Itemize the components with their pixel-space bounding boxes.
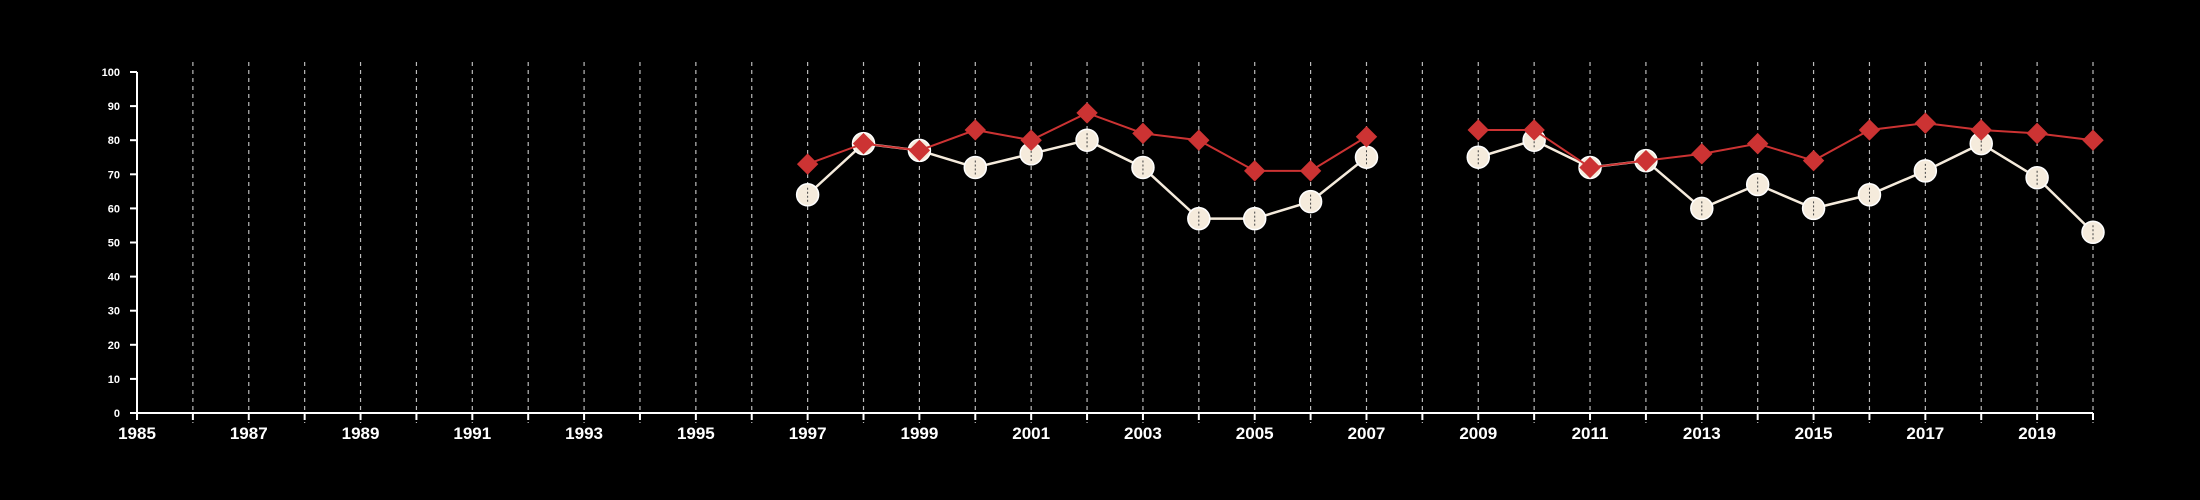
x-tick-label-2019: 2019 — [2018, 424, 2056, 443]
point-diamond-2014 — [1746, 132, 1769, 155]
point-circle-marker-2019 — [2025, 165, 2049, 190]
point-circle-2019 — [2025, 165, 2049, 190]
point-diamond-2003 — [1132, 122, 1154, 145]
point-diamond-2017 — [1914, 112, 1937, 134]
point-diamond-2011 — [1579, 156, 1601, 179]
point-diamond-2010 — [1523, 119, 1545, 141]
y-tick-label-30: 30 — [108, 306, 120, 318]
point-circle-2004 — [1187, 206, 1211, 231]
point-diamond-2018 — [1970, 119, 1992, 141]
point-diamond-1997 — [796, 153, 819, 175]
point-diamond-2009 — [1467, 119, 1489, 141]
point-diamond-1999 — [908, 139, 931, 162]
axes: 1985 1987 1989 1991 1993 1995 1997 1999 2001 2003… — [102, 67, 2094, 443]
x-tick-label-1995: 1995 — [677, 424, 715, 443]
y-tick-label-70: 70 — [108, 169, 120, 181]
y-tick-label-10: 10 — [108, 374, 120, 386]
point-diamond-2006 — [1299, 160, 1322, 182]
point-circle-marker-2007 — [1354, 145, 1379, 169]
gridlines — [192, 62, 2094, 423]
y-tick-label-90: 90 — [108, 101, 120, 113]
point-diamond-2002 — [1076, 102, 1098, 124]
x-tick-label-2007: 2007 — [1348, 424, 1386, 443]
series — [795, 102, 2105, 245]
x-tick-label-2017: 2017 — [1906, 424, 1944, 443]
point-diamond-2001 — [1020, 129, 1042, 151]
x-tick-label-2005: 2005 — [1236, 424, 1274, 443]
x-tick-label-1999: 1999 — [900, 424, 938, 443]
point-diamond-2012 — [1635, 149, 1657, 172]
point-diamond-2005 — [1244, 160, 1266, 182]
y-tick-label-80: 80 — [108, 135, 120, 147]
point-circle-2017 — [1913, 159, 1938, 183]
point-diamond-2016 — [1858, 119, 1881, 141]
point-circle-2005 — [1242, 206, 1267, 231]
point-diamond-1998 — [852, 132, 875, 155]
y-tick-label-100: 100 — [102, 67, 120, 79]
point-circle-2014 — [1745, 172, 1770, 197]
point-circle-marker-2020 — [2081, 220, 2105, 245]
point-diamond-2019 — [2026, 122, 2048, 145]
point-circle-marker-2017 — [1913, 159, 1938, 183]
y-tick-label-60: 60 — [108, 203, 120, 215]
point-circle-marker-1997 — [795, 183, 820, 207]
point-circle-marker-2009 — [1466, 145, 1491, 169]
point-diamond-2020 — [2082, 129, 2104, 151]
point-circle-marker-2005 — [1242, 206, 1267, 231]
y-tick-label-0: 0 — [114, 408, 120, 420]
x-tick-label-2001: 2001 — [1012, 424, 1050, 443]
x-tick-label-2013: 2013 — [1683, 424, 1721, 443]
x-tick-label-2011: 2011 — [1572, 424, 1609, 443]
point-circle-marker-2015 — [1801, 196, 1826, 221]
point-diamond-2007 — [1355, 126, 1378, 148]
point-circle-marker-2016 — [1857, 183, 1882, 207]
point-diamond-2004 — [1188, 129, 1210, 151]
point-circle-2013 — [1690, 196, 1714, 221]
point-diamond-2015 — [1802, 149, 1825, 172]
point-circle-2016 — [1857, 183, 1882, 207]
point-circle-2009 — [1466, 145, 1491, 169]
x-tick-label-2003: 2003 — [1124, 424, 1162, 443]
point-circle-marker-2000 — [963, 155, 988, 180]
x-tick-label-1993: 1993 — [565, 424, 603, 443]
x-tick-label-1989: 1989 — [342, 424, 380, 443]
point-circle-marker-2002 — [1075, 128, 1099, 152]
x-tick-label-1985: 1985 — [118, 424, 156, 443]
series-circle — [795, 128, 2105, 245]
point-circle-marker-2013 — [1690, 196, 1714, 221]
y-tick-label-40: 40 — [108, 272, 120, 284]
x-tick-label-1991: 1991 — [453, 424, 491, 443]
point-circle-marker-2003 — [1131, 155, 1155, 180]
point-circle-1997 — [795, 183, 820, 207]
point-circle-2003 — [1131, 155, 1155, 180]
x-tick-label-2009: 2009 — [1459, 424, 1497, 443]
point-diamond-2013 — [1691, 143, 1713, 165]
series-diamond — [796, 102, 2104, 182]
point-circle-2015 — [1801, 196, 1826, 221]
y-tick-label-50: 50 — [108, 238, 120, 250]
x-tick-label-2015: 2015 — [1795, 424, 1833, 443]
point-circle-2002 — [1075, 128, 1099, 152]
y-tick-label-20: 20 — [108, 340, 120, 352]
point-circle-2020 — [2081, 220, 2105, 245]
point-circle-marker-2014 — [1745, 172, 1770, 197]
x-tick-label-1987: 1987 — [230, 424, 268, 443]
x-tick-label-1997: 1997 — [789, 424, 827, 443]
point-circle-marker-2006 — [1298, 189, 1323, 214]
series-line-diamond-1 — [1478, 122, 2094, 169]
point-circle-2007 — [1354, 145, 1379, 169]
point-circle-2000 — [963, 155, 988, 180]
point-circle-marker-2004 — [1187, 206, 1211, 231]
point-circle-2006 — [1298, 189, 1323, 214]
point-diamond-2000 — [964, 119, 986, 141]
